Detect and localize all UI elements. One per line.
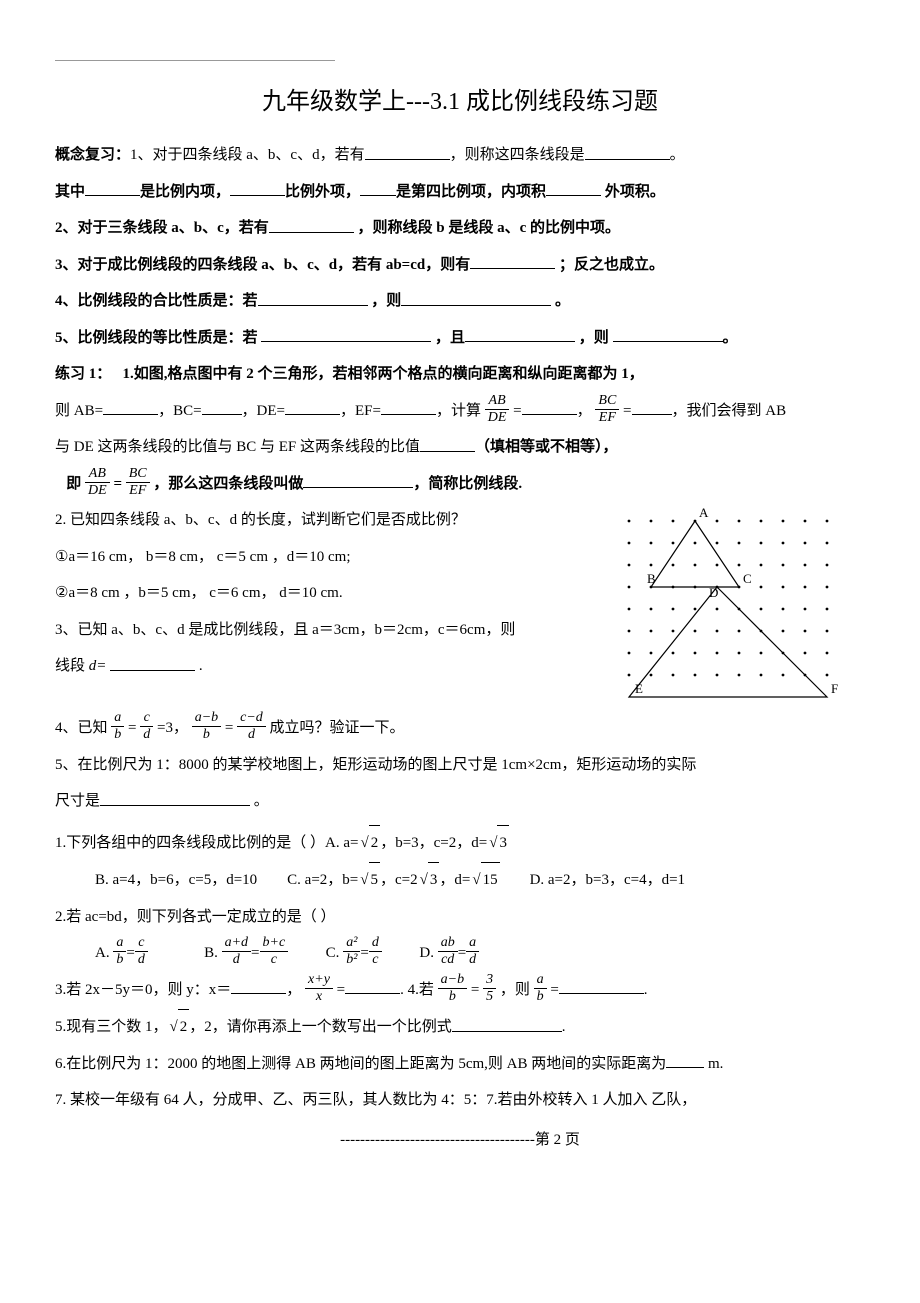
blank	[465, 327, 575, 342]
fraction-bc-ef: BCEF	[595, 394, 619, 425]
svg-text:D: D	[709, 585, 718, 600]
sqrt-3: 3	[487, 825, 509, 861]
ex2: 2.若 ac=bd，则下列各式一定成立的是（ ）	[55, 900, 865, 935]
blank	[269, 218, 354, 233]
ex6: 6.在比例尺为 1：2000 的地图上测得 AB 两地间的图上距离为 5cm,则…	[55, 1047, 865, 1082]
ex3-4: 3.若 2x－5y＝0，则 y：x＝， x+yx =. 4.若 a−bb = 3…	[55, 973, 865, 1008]
fraction-ab-de: ABDE	[85, 467, 110, 498]
svg-text:B: B	[647, 571, 656, 586]
fraction-ab-de: ABDE	[485, 394, 510, 425]
ex1-line1: 1.下列各组中的四条线段成比例的是（ ）A. a=2，b=3，c=2，d=3	[55, 825, 865, 861]
blank	[585, 145, 670, 160]
ex7: 7. 某校一年级有 64 人，分成甲、乙、丙三队，其人数比为 4：5：7.若由外…	[55, 1083, 865, 1118]
p1-q5-line2: 尺寸是 。	[55, 784, 865, 819]
ex1-line2: B. a=4，b=6，c=5，d=10 C. a=2，b=5，c=23，d=15…	[55, 862, 865, 898]
svg-text:E: E	[635, 681, 643, 696]
blank	[546, 181, 601, 196]
header-rule	[55, 60, 335, 61]
blank	[261, 327, 431, 342]
review-q1-line2: 其中是比例内项，比例外项，是第四比例项，内项积 外项积。	[55, 175, 865, 210]
blank	[365, 145, 450, 160]
sqrt-2: 2	[358, 825, 380, 861]
review-q2: 2、对于三条线段 a、b、c，若有 ，则称线段 b 是线段 a、c 的比例中项。	[55, 211, 865, 246]
ex5: 5.现有三个数 1，2，2，请你再添上一个数写出一个比例式.	[55, 1009, 865, 1045]
p1-q1-line2: 则 AB=，BC=，DE=，EF=，计算 ABDE =， BCEF =，我们会得…	[55, 394, 865, 429]
review-label: 概念复习：	[55, 147, 130, 163]
svg-text:A: A	[699, 507, 709, 520]
blank	[230, 181, 285, 196]
p1-q1-line4: 即 ABDE = BCEF ，那么这四条线段叫做，简称比例线段.	[55, 467, 865, 502]
review-q1-line1: 概念复习：1、对于四条线段 a、b、c、d，若有，则称这四条线段是。	[55, 138, 865, 173]
review-q4: 4、比例线段的合比性质是：若 ，则 。	[55, 284, 865, 319]
svg-text:F: F	[831, 681, 838, 696]
ex2-options: A. ab=cd B. a+dd=b+cc C. a²b²=dc D. abcd…	[55, 936, 865, 971]
blank	[401, 291, 551, 306]
svg-text:C: C	[743, 571, 752, 586]
page-title: 九年级数学上---3.1 成比例线段练习题	[55, 81, 865, 116]
p1-q5-line1: 5、在比例尺为 1：8000 的某学校地图上，矩形运动场的图上尺寸是 1cm×2…	[55, 748, 865, 783]
p1-q1-line3: 与 DE 这两条线段的比值与 BC 与 EF 这两条线段的比值（填相等或不相等）…	[55, 430, 865, 465]
grid-diagram: A B C D E F	[615, 507, 855, 707]
blank	[85, 181, 140, 196]
fraction-bc-ef: BCEF	[126, 467, 150, 498]
blank	[470, 254, 555, 269]
p1-q1-intro: 练习 1： 1.如图,格点图中有 2 个三角形，若相邻两个格点的横向距离和纵向距…	[55, 357, 865, 392]
review-q3: 3、对于成比例线段的四条线段 a、b、c、d，若有 ab=cd，则有 ；反之也成…	[55, 248, 865, 283]
blank	[258, 291, 368, 306]
practice1-label: 练习 1：	[55, 366, 111, 382]
p1-q4: 4、已知 ab = cd =3， a−bb = c−dd 成立吗？验证一下。	[55, 711, 865, 746]
review-q5: 5、比例线段的等比性质是：若 ，且 ，则 。	[55, 321, 865, 356]
blank	[613, 327, 723, 342]
blank	[360, 181, 396, 196]
page-footer: ---------------------------------------第…	[55, 1128, 865, 1149]
